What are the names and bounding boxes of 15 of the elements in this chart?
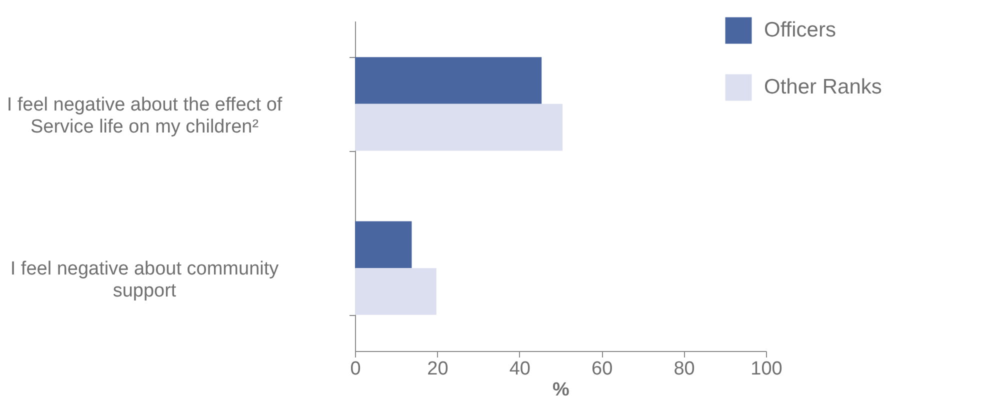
x-tick-label: 100 — [750, 358, 782, 380]
x-tick-label: 80 — [674, 358, 695, 380]
bar — [355, 57, 542, 104]
bar — [355, 221, 412, 268]
legend-label: Other Ranks — [764, 76, 882, 98]
y-tick-label: I feel negative about community support — [10, 258, 280, 302]
bar — [355, 104, 563, 151]
x-tick-label: 0 — [350, 358, 361, 380]
x-tick-label: 20 — [427, 358, 448, 380]
y-tick-label: I feel negative about the effect of Service life on my children² — [6, 94, 283, 138]
bar — [355, 268, 436, 315]
x-tick-label: 60 — [592, 358, 613, 380]
x-tick-label: 40 — [509, 358, 530, 380]
legend-label: Officers — [764, 18, 836, 42]
x-axis-title: % — [552, 380, 570, 400]
